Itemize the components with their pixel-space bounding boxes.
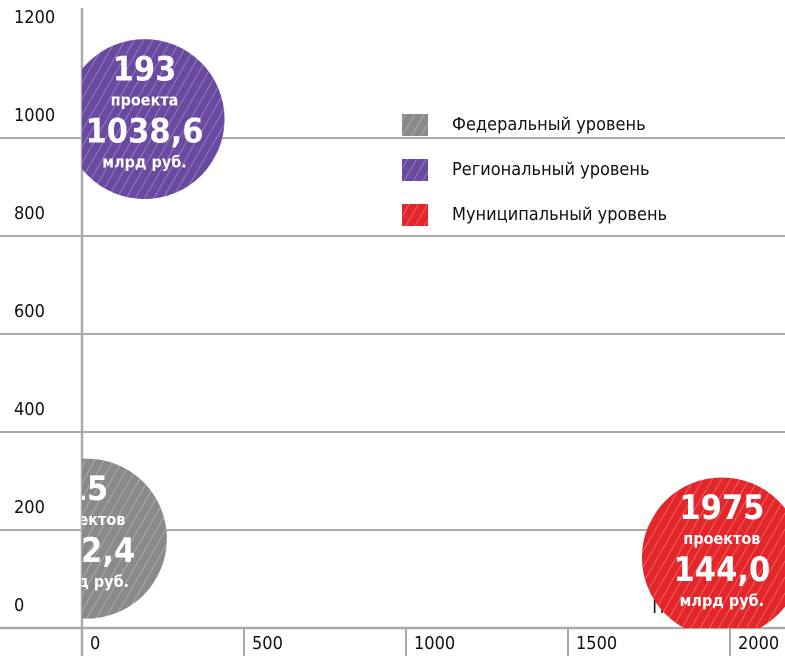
bubble-count-word: проектов: [48, 510, 125, 529]
bubble-unit: млрд руб.: [45, 572, 129, 591]
bubble-unit: млрд руб.: [680, 591, 764, 610]
y-tick-label: 1200: [14, 7, 55, 28]
bubble-value: 144,0: [674, 550, 771, 590]
y-tick-label: 600: [14, 301, 45, 322]
x-tick-label: 500: [252, 633, 283, 654]
bubble-count: 193: [113, 50, 177, 90]
legend-swatch: [402, 204, 428, 226]
x-tick-label: 1000: [414, 633, 455, 654]
bubble: [82, 39, 225, 200]
y-tick-label: 1000: [14, 105, 55, 126]
y-tick-label: 0: [14, 595, 24, 616]
y-tick-label: 200: [14, 497, 45, 518]
bubble-unit: млрд руб.: [102, 153, 186, 172]
bubble-count: 15: [66, 469, 109, 509]
legend-label: Региональный уровень: [452, 159, 650, 180]
legend-label: Федеральный уровень: [452, 114, 646, 135]
bubble-value: 182,4: [38, 531, 135, 571]
bubble-count-word: проекта: [111, 91, 179, 110]
legend-label: Муниципальный уровень: [452, 204, 667, 225]
y-tick-label: 800: [14, 203, 45, 224]
bubble: [641, 477, 785, 628]
bubble: [82, 458, 167, 619]
bubble-count-word: проектов: [683, 529, 760, 548]
legend-swatch: [402, 159, 428, 181]
bubble-value: 1038,6: [86, 112, 204, 152]
legend-swatch: [402, 114, 428, 136]
x-tick-label: 1500: [576, 633, 617, 654]
y-tick-label: 400: [14, 399, 45, 420]
x-tick-label: 2000: [738, 633, 779, 654]
bubble-count: 1975: [679, 488, 764, 528]
x-tick-label: 0: [90, 633, 100, 654]
